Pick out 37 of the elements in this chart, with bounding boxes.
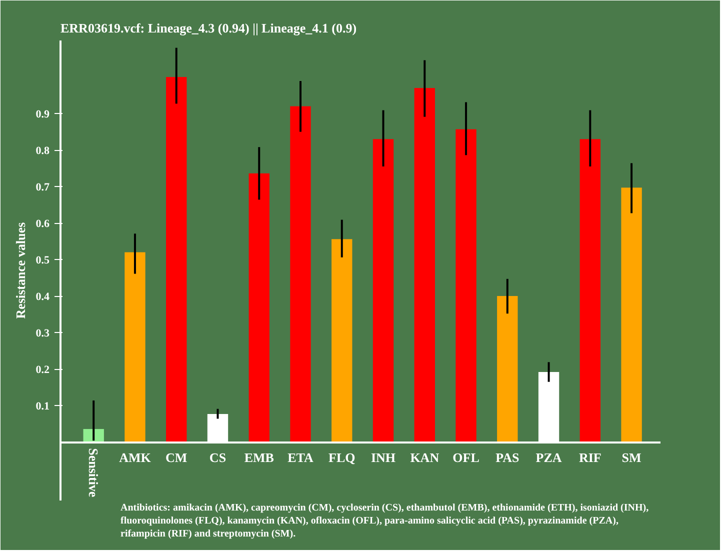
x-tick-label: FLQ [328, 450, 356, 466]
x-tick-label: RIF [578, 450, 602, 466]
chart-title: ERR03619.vcf: Lineage_4.3 (0.94) || Lineage_4.1 (0.9) [60, 20, 357, 36]
y-tick-label: 0.8 [36, 145, 50, 158]
y-tick-label: 0.1 [36, 400, 50, 413]
bar [621, 188, 642, 442]
y-tick-label: 0.5 [36, 254, 50, 267]
bar [166, 77, 187, 442]
bar [248, 173, 270, 442]
bar [414, 88, 435, 442]
y-axis-title: Resistance values [12, 222, 28, 319]
y-tick-label: 0.3 [36, 328, 50, 340]
x-tick-label: CM [166, 450, 188, 466]
bar [332, 239, 352, 442]
bar [580, 139, 600, 442]
x-tick-label: SM [622, 450, 642, 466]
bar [372, 139, 394, 442]
x-tick-label: PAS [496, 450, 520, 466]
bar [290, 106, 311, 442]
y-tick-label: 0.4 [36, 291, 50, 304]
y-tick-label: 0.9 [36, 108, 50, 121]
x-tick-label: EMB [244, 450, 274, 466]
bar [124, 252, 146, 442]
x-tick-label: INH [370, 450, 396, 466]
text: Antibiotics: amikacin (AMK), capreomycin (CM), cycloserin (CS), ethambutol (EMB), ethionamide (ETH), isoniazid (INH), fluoroquinolones (FLQ), kanamycin (KAN), ofloxacin (OFL), para-amino salicyclic acid (PAS), pyrazinamide (PZA), rifampicin (RIF) and streptomycin (SM). [120, 502, 650, 540]
y-tick-label: 0.7 [36, 182, 50, 194]
bar [497, 296, 518, 442]
bar [456, 129, 476, 442]
x-tick-label: AMK [119, 450, 152, 466]
y-tick-label: 0.6 [36, 218, 50, 230]
x-tick-label: CS [209, 450, 226, 466]
x-tick-label: ETA [288, 450, 314, 466]
x-tick-label: PZA [536, 450, 562, 466]
x-tick-label: KAN [410, 450, 440, 466]
y-tick-label: 0.2 [36, 364, 50, 376]
x-tick-label: OFL [452, 450, 480, 466]
x-tick-label: Sensitive [86, 448, 102, 498]
